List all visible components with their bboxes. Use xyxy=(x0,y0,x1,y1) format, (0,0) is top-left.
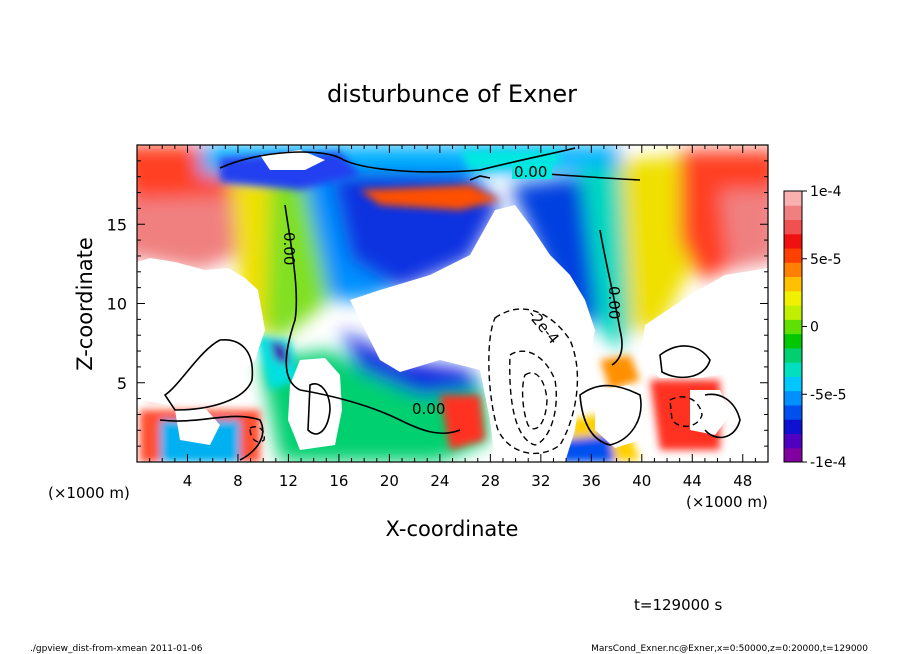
y-tick-label: 15 xyxy=(107,215,127,234)
time-annotation: t=129000 s xyxy=(634,596,722,614)
colorbar-segment xyxy=(784,219,802,235)
x-tick-label: 8 xyxy=(233,472,243,490)
x-unit-label: (×1000 m) xyxy=(48,484,130,502)
colorbar-segment xyxy=(784,290,802,306)
heatmap-field xyxy=(137,145,768,462)
colorbar-segment xyxy=(784,447,802,463)
x-tick-label: 44 xyxy=(683,472,702,490)
dashed-contour xyxy=(249,426,265,443)
contour-line xyxy=(599,229,623,366)
colorbar-tick-label: -1e-4 xyxy=(810,455,847,471)
colorbar-segment xyxy=(784,419,802,434)
x-tick-label: 20 xyxy=(380,472,399,490)
colorbar-segment xyxy=(784,362,802,377)
colorbar-segment xyxy=(784,376,802,392)
contour-label: 0.00 xyxy=(280,232,298,265)
x-tick-label: 28 xyxy=(481,472,500,490)
contour-line xyxy=(159,415,264,461)
dashed-contours xyxy=(249,308,703,455)
contour-label: 0.00 xyxy=(514,163,547,181)
contour-line xyxy=(659,345,711,379)
x-tick-label: 32 xyxy=(531,472,550,490)
footer-right: MarsCond_Exner.nc@Exner,x=0:50000,z=0:20… xyxy=(591,644,868,654)
x-axis-title: X-coordinate xyxy=(386,517,519,541)
colorbar-segment xyxy=(784,390,802,406)
colorbar: 1e-4 5e-5 0 -5e-5 -1e-4 xyxy=(783,184,847,471)
colorbar-segment xyxy=(784,404,802,420)
x-tick-label: 24 xyxy=(430,472,449,490)
colorbar-segment xyxy=(784,205,802,221)
contour-line xyxy=(579,384,642,446)
contour-label: 0.00 xyxy=(605,286,623,319)
x-tick-label: 40 xyxy=(632,472,651,490)
contour-label: 0.00 xyxy=(412,400,445,418)
plot-area: 0.00 0.00 0.00 0.00 -2e-4 xyxy=(136,144,769,463)
colorbar-segments xyxy=(784,191,802,463)
colorbar-segment xyxy=(784,333,802,349)
colorbar-ticks: 1e-4 5e-5 0 -5e-5 -1e-4 xyxy=(802,184,847,471)
chart-title: disturbunce of Exner xyxy=(327,80,577,108)
y-axis-title: Z-coordinate xyxy=(73,237,97,371)
y-tick-label: 5 xyxy=(117,374,127,393)
contour-line xyxy=(219,147,576,173)
footer-left: ./gpview_dist-from-xmean 2011-01-06 xyxy=(30,644,203,654)
x-tick-label: 4 xyxy=(183,472,193,490)
x-tick-label: 12 xyxy=(279,472,298,490)
dashed-contour xyxy=(669,396,703,427)
colorbar-tick-label: 5e-5 xyxy=(810,252,841,268)
contour-line xyxy=(284,204,301,391)
colorbar-segment xyxy=(784,319,802,335)
y-tick-label: 10 xyxy=(107,295,127,314)
dashed-contour xyxy=(488,308,579,455)
x-tick-label: 48 xyxy=(733,472,752,490)
x-tick-label: 16 xyxy=(329,472,348,490)
colorbar-segment xyxy=(784,305,802,320)
y-axis: 5 10 15 xyxy=(107,144,768,463)
colorbar-segment xyxy=(784,276,802,292)
colorbar-segment xyxy=(784,248,802,263)
contour-label-bg xyxy=(512,163,552,179)
blank-regions xyxy=(137,150,768,462)
colorbar-segment xyxy=(784,262,802,278)
dashed-contour xyxy=(521,372,548,430)
contour-line xyxy=(704,393,741,439)
dashed-contour xyxy=(509,350,557,446)
contour-line xyxy=(307,383,331,435)
colorbar-tick-label: 0 xyxy=(810,320,819,336)
x-unit-label-right: (×1000 m) xyxy=(686,493,768,511)
colorbar-segment xyxy=(784,433,802,449)
colorbar-segment xyxy=(784,347,802,363)
colorbar-tick-label: 1e-4 xyxy=(810,184,842,200)
colorbar-segment xyxy=(784,191,802,206)
contour-line xyxy=(469,175,491,181)
colorbar-segment xyxy=(784,233,802,249)
colorbar-tick-label: -5e-5 xyxy=(810,387,847,403)
x-tick-label: 36 xyxy=(582,472,601,490)
contour-line xyxy=(299,389,461,434)
contour-line xyxy=(163,339,254,411)
x-axis: 4 8 12 16 20 24 28 32 36 40 44 48 xyxy=(136,145,769,490)
